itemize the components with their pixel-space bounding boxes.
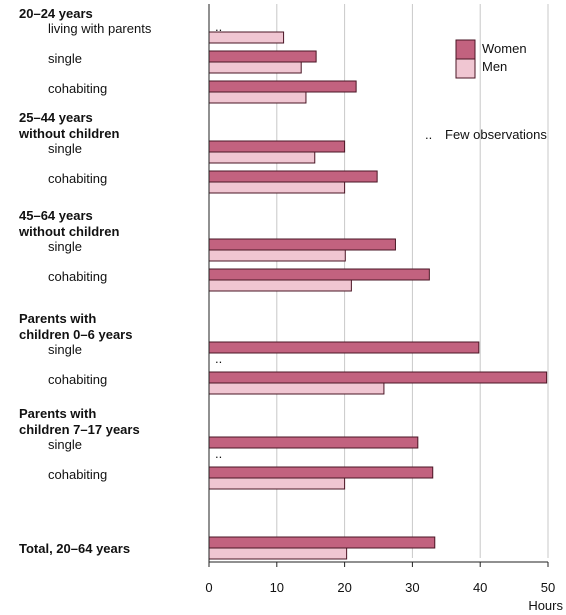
x-tick-label: 10 xyxy=(270,580,284,595)
group-label: Total, 20–64 years xyxy=(19,541,130,556)
note-text: Few observations xyxy=(445,127,547,142)
row-label: cohabiting xyxy=(48,372,107,387)
row-label: cohabiting xyxy=(48,81,107,96)
row-label: single xyxy=(48,239,82,254)
bar-women xyxy=(208,50,317,63)
row-label: single xyxy=(48,437,82,452)
legend-swatch-men xyxy=(455,58,476,79)
row-label: living with parents xyxy=(48,21,152,36)
row-label: cohabiting xyxy=(48,467,107,482)
bar-women xyxy=(208,268,430,281)
bar-men xyxy=(208,279,352,292)
bar-women xyxy=(208,466,434,479)
legend-label-men: Men xyxy=(482,59,507,74)
bar-women xyxy=(208,80,357,93)
bar-men xyxy=(208,181,346,194)
x-tick-label: 30 xyxy=(405,580,419,595)
group-label: children 7–17 years xyxy=(19,422,140,437)
bar-men xyxy=(208,547,348,560)
bar-women xyxy=(208,341,480,354)
bar-men xyxy=(208,91,307,104)
group-label: 25–44 years xyxy=(19,110,93,125)
grid-layer xyxy=(276,4,549,558)
axis-layer: 0 10 20 30 40 50 Hours xyxy=(205,4,563,613)
x-tick-label: 40 xyxy=(473,580,487,595)
group-label: without children xyxy=(18,224,119,239)
missing-marker: .. xyxy=(215,351,222,366)
group-label: without children xyxy=(18,126,119,141)
group-label: Parents with xyxy=(19,406,96,421)
bar-women xyxy=(208,371,548,384)
bar-women xyxy=(208,170,378,183)
bar-men xyxy=(208,249,346,262)
bar-men xyxy=(208,382,385,395)
x-tick-label: 20 xyxy=(337,580,351,595)
legend-swatch-women xyxy=(455,39,476,60)
bar-men xyxy=(208,31,285,44)
bar-women xyxy=(208,238,396,251)
row-label: single xyxy=(48,51,82,66)
row-label: cohabiting xyxy=(48,269,107,284)
x-axis-title: Hours xyxy=(528,598,563,613)
legend-label-women: Women xyxy=(482,41,527,56)
group-label: 45–64 years xyxy=(19,208,93,223)
group-label: 20–24 years xyxy=(19,6,93,21)
note-marker: .. xyxy=(425,127,432,142)
missing-marker: .. xyxy=(215,446,222,461)
group-label: Parents with xyxy=(19,311,96,326)
bar-men xyxy=(208,477,346,490)
group-label: children 0–6 years xyxy=(19,327,132,342)
legend: Women Men xyxy=(455,39,527,79)
bar-men xyxy=(208,61,302,74)
bar-layer: ...... xyxy=(208,19,548,560)
row-label: single xyxy=(48,342,82,357)
bar-men xyxy=(208,151,316,164)
row-label: cohabiting xyxy=(48,171,107,186)
few-observations-note: .. Few observations xyxy=(425,127,547,142)
row-label: single xyxy=(48,141,82,156)
bar-women xyxy=(208,436,419,449)
x-tick-label: 0 xyxy=(205,580,212,595)
bar-women xyxy=(208,536,436,549)
missing-marker: .. xyxy=(215,19,222,34)
bar-women xyxy=(208,140,346,153)
x-tick-label: 50 xyxy=(541,580,555,595)
